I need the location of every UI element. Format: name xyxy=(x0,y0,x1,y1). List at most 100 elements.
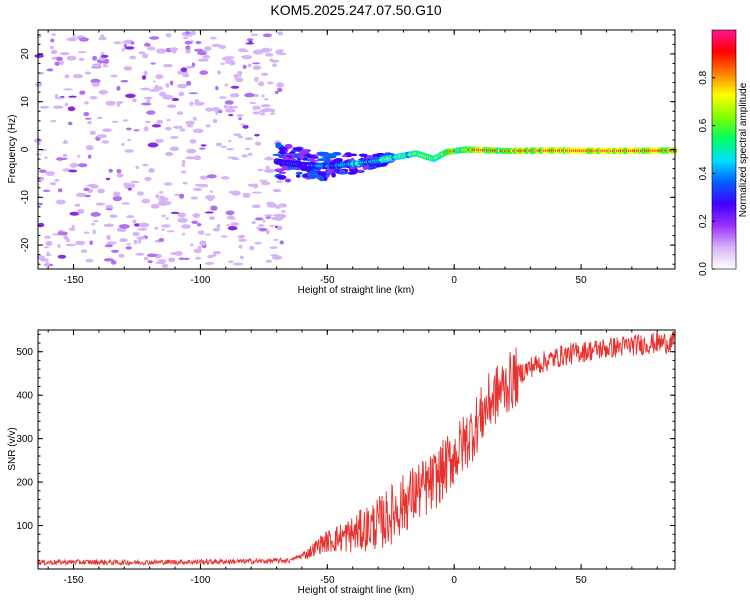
noise-blob xyxy=(108,168,113,173)
signal-spread-blob xyxy=(328,154,337,159)
noise-blob xyxy=(232,262,244,266)
noise-blob xyxy=(89,96,98,100)
noise-blob xyxy=(251,204,261,209)
noise-blob xyxy=(271,216,280,221)
noise-blob xyxy=(106,241,117,245)
noise-blob xyxy=(269,224,275,227)
spectrogram-x-axis-label: Height of straight line (km) xyxy=(298,285,415,296)
noise-blob xyxy=(172,125,183,129)
noise-blob xyxy=(132,231,140,237)
noise-blob xyxy=(269,112,276,115)
noise-blob xyxy=(231,157,240,161)
noise-blob xyxy=(68,169,78,173)
noise-blob xyxy=(124,149,135,153)
noise-blob xyxy=(157,200,168,206)
signal-spread-blob xyxy=(279,146,288,151)
colorbar-tick-label: 0.4 xyxy=(698,166,709,180)
y-tick-label: 400 xyxy=(16,391,33,402)
noise-blob xyxy=(256,226,262,230)
noise-blob xyxy=(132,219,137,224)
signal-spread-blob xyxy=(368,166,374,169)
noise-blob xyxy=(72,74,83,79)
snr-y-ticks: 100 200 300 400 500 xyxy=(16,333,675,570)
noise-blob xyxy=(270,108,275,113)
noise-blob xyxy=(117,227,121,232)
noise-blob xyxy=(204,46,212,51)
noise-blob xyxy=(265,53,274,57)
noise-blob xyxy=(240,123,246,126)
noise-blob xyxy=(91,222,96,226)
colorbar: 0.0 0.2 0.4 0.6 0.8 Normalized spectral ampl… xyxy=(698,29,749,276)
noise-blob xyxy=(228,114,234,117)
noise-blob xyxy=(197,58,209,62)
noise-blob xyxy=(151,124,162,128)
signal-spread-blob xyxy=(317,158,327,162)
noise-blob xyxy=(165,217,169,220)
noise-blob xyxy=(238,48,247,52)
noise-blob xyxy=(252,49,264,55)
noise-blob xyxy=(121,202,130,205)
noise-blob xyxy=(272,63,277,68)
noise-blob xyxy=(258,227,268,232)
noise-blob xyxy=(137,228,148,231)
noise-blob xyxy=(141,102,152,106)
noise-blob xyxy=(152,80,156,83)
noise-blob xyxy=(241,55,253,60)
snr-series-line xyxy=(37,331,676,567)
noise-blob xyxy=(220,235,228,238)
noise-blob xyxy=(170,211,180,214)
noise-blob xyxy=(206,174,217,179)
noise-blob xyxy=(246,38,254,42)
noise-blob xyxy=(242,125,249,129)
noise-blob xyxy=(218,96,227,99)
noise-blob xyxy=(105,100,116,106)
noise-blob xyxy=(210,205,218,211)
noise-blob xyxy=(182,37,189,40)
noise-blob xyxy=(124,93,136,99)
noise-blob xyxy=(68,227,76,231)
noise-blob xyxy=(92,229,97,235)
noise-blob xyxy=(123,66,133,71)
noise-blob xyxy=(84,117,92,120)
noise-blob xyxy=(80,249,88,253)
spectrogram-y-ticks: -20 -10 0 10 20 xyxy=(20,34,675,265)
colorbar-label: Normalized spectral amplitude xyxy=(738,82,749,217)
noise-blob xyxy=(149,89,160,92)
noise-blob xyxy=(106,234,111,240)
noise-blob xyxy=(220,62,226,65)
noise-blob xyxy=(138,51,146,55)
noise-blob xyxy=(252,105,256,111)
noise-blob xyxy=(195,183,204,187)
noise-blob xyxy=(100,54,109,58)
noise-blob xyxy=(116,169,122,174)
noise-blob xyxy=(116,102,121,107)
noise-blob xyxy=(69,162,79,168)
noise-blob xyxy=(124,46,135,50)
noise-blob xyxy=(229,93,240,98)
noise-blob xyxy=(174,251,183,256)
noise-blob xyxy=(233,73,239,79)
noise-blob xyxy=(63,88,74,91)
noise-blob xyxy=(123,43,127,48)
noise-blob xyxy=(89,240,93,245)
noise-blob xyxy=(230,85,240,89)
noise-blob xyxy=(244,92,255,98)
signal-spread-blob xyxy=(309,174,315,180)
y-tick-label: 20 xyxy=(20,48,31,60)
noise-blob xyxy=(193,155,202,161)
noise-blob xyxy=(137,191,144,196)
noise-blob xyxy=(135,165,140,170)
x-tick-label: -100 xyxy=(190,575,210,586)
noise-blob xyxy=(215,86,219,91)
noise-blob xyxy=(35,81,43,87)
noise-blob xyxy=(98,36,107,41)
noise-blob xyxy=(209,190,214,193)
noise-blob xyxy=(238,72,242,78)
noise-blob xyxy=(143,126,149,132)
noise-blob xyxy=(156,48,167,54)
noise-blob xyxy=(194,48,204,52)
noise-blob xyxy=(192,128,204,133)
noise-blob xyxy=(165,151,174,157)
noise-blob xyxy=(54,61,60,66)
